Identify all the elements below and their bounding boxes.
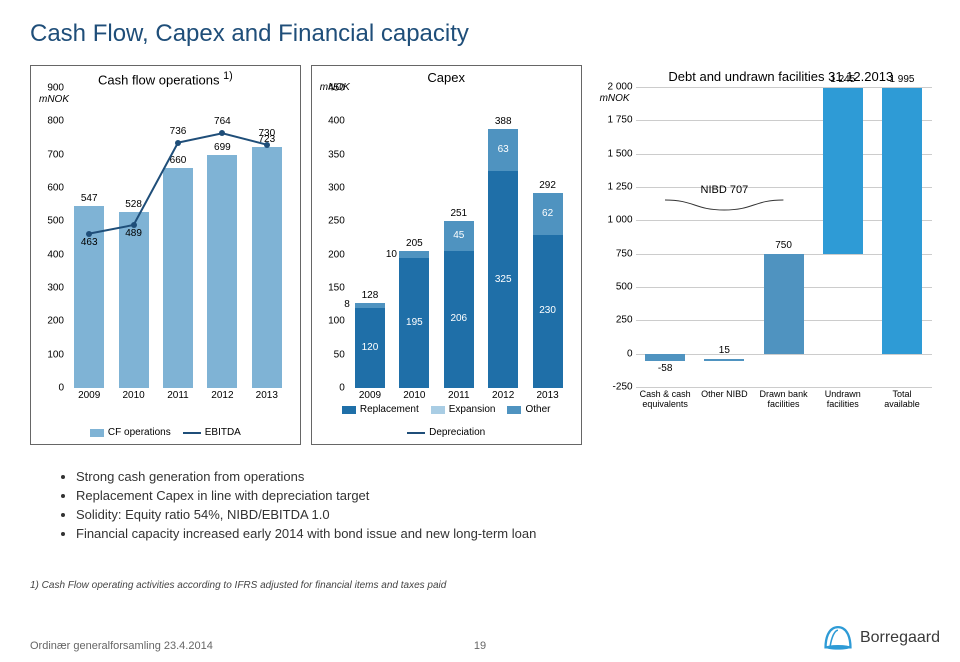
legend-label-replacement: Replacement	[360, 404, 419, 415]
slide-title: Cash Flow, Capex and Financial capacity	[30, 20, 469, 48]
legend-replacement: Replacement	[342, 404, 419, 415]
chart3-unit: mNOK	[600, 93, 630, 104]
charts-row: Cash flow operations 1) mNOK 01002003004…	[30, 65, 940, 445]
chart-debt: Debt and undrawn facilities 31.12.2013 m…	[592, 65, 940, 445]
legend-depreciation: Depreciation	[407, 427, 485, 438]
chart2-plot: 0501001502002503003504004501208128200919…	[348, 88, 570, 388]
legend-swatch-bar	[90, 429, 104, 437]
legend-swatch-expansion	[431, 406, 445, 414]
logo-icon	[822, 624, 854, 652]
bullet-1: Strong cash generation from operations	[76, 469, 536, 484]
chart1-plot: 0100200300400500600700800900547200952820…	[67, 88, 289, 388]
chart1-legend: CF operations EBITDA	[31, 427, 300, 438]
footer-left: Ordinær generalforsamling 23.4.2014	[30, 640, 213, 652]
bullet-3: Solidity: Equity ratio 54%, NIBD/EBITDA …	[76, 507, 536, 522]
legend-swatch-replacement	[342, 406, 356, 414]
legend-line-ebitda	[183, 432, 201, 434]
bullet-2: Replacement Capex in line with depreciat…	[76, 488, 536, 503]
legend-label-other: Other	[525, 404, 550, 415]
chart3-title: Debt and undrawn facilities 31.12.2013	[592, 65, 940, 84]
legend-ebitda: EBITDA	[183, 427, 241, 438]
legend-expansion: Expansion	[431, 404, 496, 415]
legend-label-line: EBITDA	[205, 427, 241, 438]
bullets: Strong cash generation from operations R…	[60, 465, 536, 545]
bullet-4: Financial capacity increased early 2014 …	[76, 526, 536, 541]
chart1-title-text: Cash flow operations	[98, 72, 219, 87]
legend-line-depreciation	[407, 432, 425, 434]
chart-capex: Capex mNOK 05010015020025030035040045012…	[311, 65, 582, 445]
legend-label-depreciation: Depreciation	[429, 427, 485, 438]
chart1-title-sup: 1)	[223, 70, 233, 82]
chart2-legend: Replacement Expansion Other Depreciation	[312, 404, 581, 438]
legend-swatch-other	[507, 406, 521, 414]
chart1-unit: mNOK	[39, 94, 69, 105]
logo-text: Borregaard	[860, 629, 940, 647]
legend-cf-operations: CF operations	[90, 427, 171, 438]
chart1-title: Cash flow operations 1)	[31, 66, 300, 87]
legend-label-bar: CF operations	[108, 427, 171, 438]
chart-cashflow: Cash flow operations 1) mNOK 01002003004…	[30, 65, 301, 445]
legend-label-expansion: Expansion	[449, 404, 496, 415]
chart2-title: Capex	[312, 66, 581, 85]
page-number: 19	[474, 640, 486, 652]
logo: Borregaard	[822, 624, 940, 652]
legend-other: Other	[507, 404, 550, 415]
chart3-plot: -25002505007501 0001 2501 5001 7502 000-…	[636, 87, 932, 387]
footnote: 1) Cash Flow operating activities accord…	[30, 580, 446, 591]
